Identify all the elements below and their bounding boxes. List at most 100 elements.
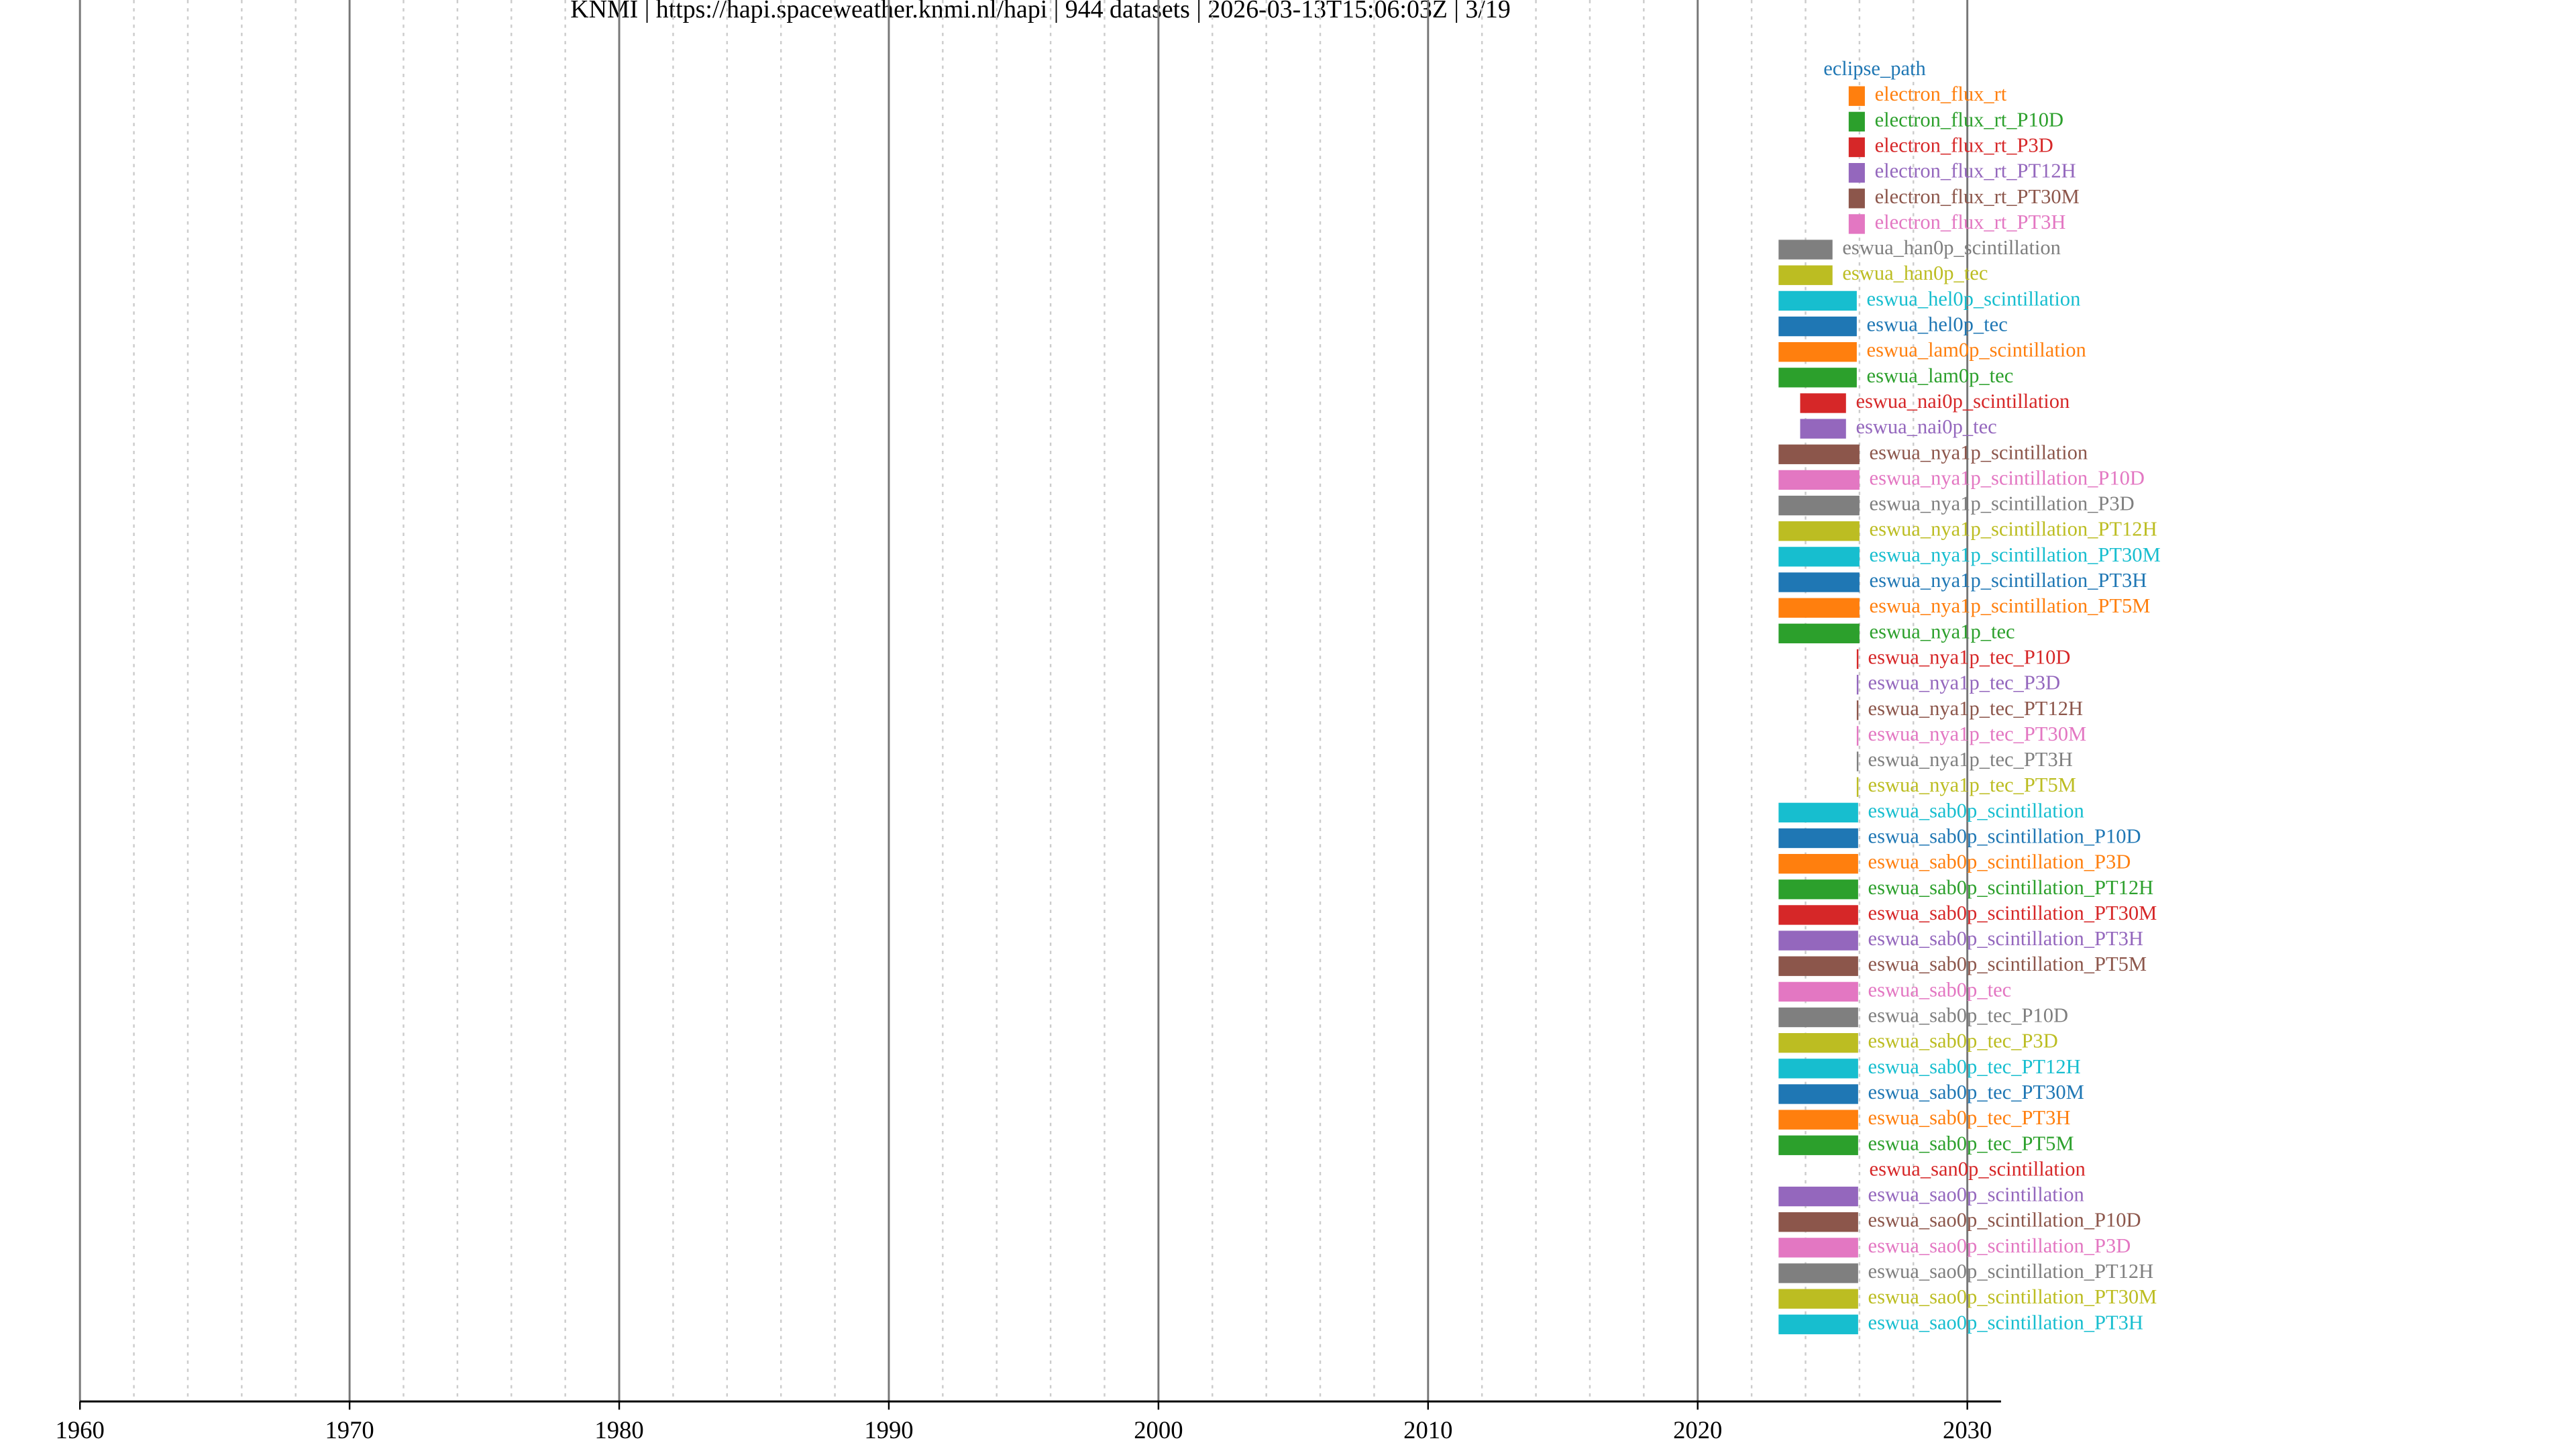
- bar-label: electron_flux_rt_P10D: [1875, 108, 2064, 131]
- bar-label: eswua_sab0p_tec_P3D: [1868, 1030, 2058, 1053]
- bar: [1778, 853, 1858, 874]
- bar: [1778, 290, 1857, 311]
- bar: [1778, 495, 1860, 516]
- chart-title: KNMI | https://hapi.spaceweather.knmi.nl…: [570, 0, 1510, 23]
- bar-label: eswua_sab0p_tec_PT30M: [1868, 1081, 2084, 1104]
- bar-label: eswua_sao0p_scintillation_PT12H: [1868, 1260, 2154, 1283]
- x-tick-label: 2020: [1673, 1416, 1722, 1444]
- bar-label: eswua_nya1p_tec_PT12H: [1868, 697, 2084, 720]
- bar: [1778, 828, 1858, 849]
- bar-label: electron_flux_rt_P3D: [1875, 134, 2053, 157]
- bar: [1856, 674, 1859, 695]
- bar: [1778, 572, 1860, 592]
- bar-label: electron_flux_rt_PT3H: [1875, 211, 2066, 233]
- bar-label: eswua_sab0p_tec_P10D: [1868, 1004, 2068, 1027]
- bar: [1778, 1059, 1858, 1079]
- bar: [1778, 1186, 1858, 1207]
- bar-label: eswua_lam0p_scintillation: [1867, 339, 2086, 362]
- bar-label: eswua_han0p_tec: [1842, 262, 1988, 284]
- bar: [1778, 1289, 1858, 1309]
- bar-label: eswua_nya1p_scintillation: [1870, 441, 2088, 464]
- bar: [1778, 598, 1860, 618]
- bar: [1778, 470, 1860, 490]
- bar: [1778, 265, 1833, 285]
- bar-label: eswua_nya1p_tec_PT5M: [1868, 773, 2076, 796]
- bar-label: eswua_sab0p_scintillation_PT5M: [1868, 953, 2147, 975]
- bar-label: eswua_nya1p_tec: [1870, 620, 2015, 643]
- bar: [1778, 239, 1833, 260]
- bar: [1778, 879, 1858, 900]
- x-tick-label: 1980: [594, 1416, 643, 1444]
- bar-label: eswua_sab0p_scintillation_PT12H: [1868, 876, 2154, 899]
- bar-label: eswua_sab0p_tec_PT3H: [1868, 1106, 2071, 1129]
- bar-label: eswua_sao0p_scintillation_PT30M: [1868, 1285, 2157, 1308]
- bar-label: eswua_nai0p_scintillation: [1856, 390, 2070, 413]
- bar: [1778, 444, 1860, 464]
- bar: [1800, 419, 1846, 439]
- bar: [1778, 802, 1858, 823]
- bar: [1848, 111, 1865, 132]
- bar-label: eswua_nya1p_scintillation_PT12H: [1870, 518, 2157, 541]
- x-tick-label: 1970: [325, 1416, 374, 1444]
- bar: [1778, 1110, 1858, 1130]
- bar: [1778, 1033, 1858, 1053]
- bar: [1778, 1212, 1858, 1232]
- x-tick-label: 2010: [1403, 1416, 1452, 1444]
- bar-label: eswua_han0p_scintillation: [1842, 236, 2061, 259]
- bar: [1856, 649, 1859, 669]
- x-tick-label: 2000: [1134, 1416, 1183, 1444]
- bar-label: eswua_nya1p_tec_PT30M: [1868, 722, 2087, 745]
- bar-label: eswua_sab0p_scintillation_P3D: [1868, 851, 2131, 873]
- bar: [1778, 368, 1857, 388]
- bar: [1848, 189, 1865, 209]
- bar-label: eswua_sao0p_scintillation_PT3H: [1868, 1311, 2143, 1334]
- bar-label: eswua_sab0p_tec: [1868, 978, 2012, 1001]
- bar-label: eswua_nya1p_tec_P3D: [1868, 672, 2061, 694]
- bar: [1778, 1238, 1858, 1258]
- bar-label: electron_flux_rt_PT12H: [1875, 160, 2076, 182]
- bar-label: eswua_nai0p_tec: [1856, 415, 1996, 438]
- bar-label: eswua_nya1p_scintillation_PT5M: [1870, 594, 2151, 617]
- bar: [1778, 1084, 1858, 1104]
- bar: [1856, 700, 1859, 720]
- bar: [1856, 726, 1859, 746]
- x-tick-label: 2030: [1943, 1416, 1992, 1444]
- bar: [1778, 316, 1857, 337]
- bar: [1778, 1135, 1858, 1155]
- bar-label: eswua_sab0p_tec_PT5M: [1868, 1132, 2074, 1155]
- bar-label: eswua_nya1p_scintillation_P3D: [1870, 492, 2135, 515]
- bar: [1800, 393, 1846, 413]
- bar-label: eswua_sab0p_scintillation_PT30M: [1868, 902, 2157, 924]
- bar-label: eswua_nya1p_tec_PT3H: [1868, 748, 2073, 771]
- bar-label: eswua_nya1p_tec_P10D: [1868, 645, 2071, 668]
- bar-label: eswua_sab0p_scintillation: [1868, 799, 2084, 822]
- bar: [1848, 214, 1865, 234]
- bar: [1856, 777, 1859, 797]
- bar-label: eswua_sao0p_scintillation_P3D: [1868, 1234, 2131, 1257]
- bar-label: eswua_sao0p_scintillation: [1868, 1183, 2084, 1206]
- bar-label: eswua_hel0p_tec: [1867, 313, 2008, 336]
- x-tick-label: 1960: [56, 1416, 105, 1444]
- bar-label: eswua_nya1p_scintillation_PT3H: [1870, 569, 2147, 592]
- bar-label: electron_flux_rt: [1875, 83, 2007, 105]
- bar-label: eswua_sao0p_scintillation_P10D: [1868, 1209, 2141, 1232]
- bar: [1778, 905, 1858, 925]
- bar-label: eclipse_path: [1823, 57, 1926, 80]
- bar: [1778, 1007, 1858, 1028]
- bar: [1778, 623, 1860, 643]
- bar-label: eswua_sab0p_scintillation_PT3H: [1868, 927, 2143, 950]
- bar-label: eswua_nya1p_scintillation_PT30M: [1870, 543, 2161, 566]
- x-tick-label: 1990: [864, 1416, 913, 1444]
- bar: [1856, 751, 1859, 771]
- bar-label: eswua_sab0p_scintillation_P10D: [1868, 825, 2141, 848]
- bar: [1778, 956, 1858, 976]
- bar: [1778, 1263, 1858, 1283]
- bar: [1778, 342, 1857, 362]
- bar: [1778, 521, 1860, 541]
- bar-label: eswua_sab0p_tec_PT12H: [1868, 1055, 2081, 1078]
- bar-label: eswua_nya1p_scintillation_P10D: [1870, 466, 2145, 489]
- bar: [1778, 1314, 1858, 1334]
- bar: [1778, 547, 1860, 567]
